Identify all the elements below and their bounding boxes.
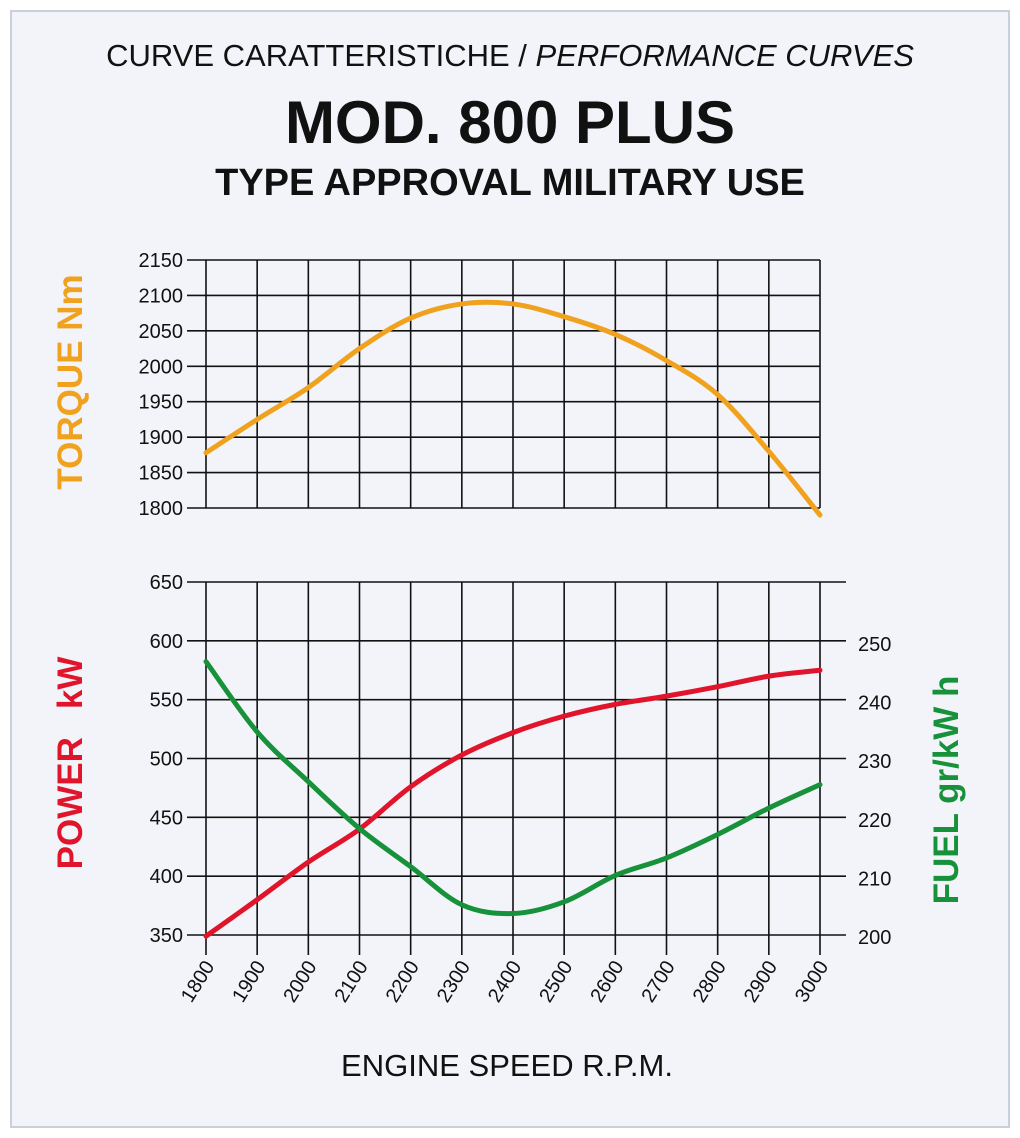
fuel-tick-label: 200 [858,927,891,949]
x-tick-label: 2600 [586,957,628,1006]
fuel-tick-label: 220 [858,810,891,832]
chart-subtitle: TYPE APPROVAL MILITARY USE [215,162,805,204]
fuel-tick-label: 250 [858,634,891,656]
x-tick-label: 2000 [279,957,321,1006]
x-tick-label: 2700 [638,957,680,1006]
fuel-axis-title: FUEL gr/kW h [927,676,966,905]
x-tick-label: 3000 [791,957,833,1006]
power-tick-label: 650 [150,572,183,594]
x-tick-label: 1900 [228,957,270,1006]
fuel-tick-label: 230 [858,751,891,773]
torque-series-line [203,299,823,518]
fuel-tick-label: 240 [858,693,891,715]
tick-labels: 2150 2100 2050 2000 1950 1900 1850 1800 650 600 55… [139,250,892,1006]
power-tick-label: 500 [150,749,183,771]
heading-english: PERFORMANCE CURVES [535,38,914,73]
power-axis-title: POWER kW [51,657,90,870]
power-axis-word: POWER [51,737,90,869]
torque-tick-label: 2150 [139,250,184,272]
fuel-tick-label: 210 [858,868,891,890]
power-tick-label: 350 [150,925,183,947]
x-tick-label: 2200 [382,957,424,1006]
power-tick-label: 400 [150,866,183,888]
x-axis-title: ENGINE SPEED R.P.M. [341,1048,673,1083]
x-tick-label: 2300 [433,957,475,1006]
x-tick-label: 2400 [484,957,526,1006]
torque-tick-label: 2000 [139,356,184,378]
torque-tick-label: 1950 [139,392,184,414]
power-axis-unit: kW [51,657,90,710]
torque-tick-label: 2100 [139,285,184,307]
x-tick-label: 2800 [689,957,731,1006]
torque-tick-label: 1800 [139,498,184,520]
torque-axis-title: TORQUE Nm [51,274,90,489]
power-tick-label: 450 [150,807,183,829]
power-tick-label: 550 [150,690,183,712]
power-series-line [203,667,823,939]
heading-italian: CURVE CARATTERISTICHE / [106,38,536,73]
torque-tick-label: 1900 [139,427,184,449]
x-tick-label: 1800 [177,957,219,1006]
x-tick-label: 2100 [331,957,373,1006]
series-lines [203,299,823,939]
torque-tick-label: 1850 [139,463,184,485]
grid [187,259,846,955]
power-tick-label: 600 [150,631,183,653]
chart-title: MOD. 800 PLUS [284,89,736,156]
fuel-series-line [203,659,823,917]
torque-tick-label: 2050 [139,321,184,343]
x-tick-label: 2900 [740,957,782,1006]
chart-frame [10,10,1010,1128]
chart-heading: CURVE CARATTERISTICHE / PERFORMANCE CURV… [0,38,1020,74]
x-tick-label: 2500 [535,957,577,1006]
